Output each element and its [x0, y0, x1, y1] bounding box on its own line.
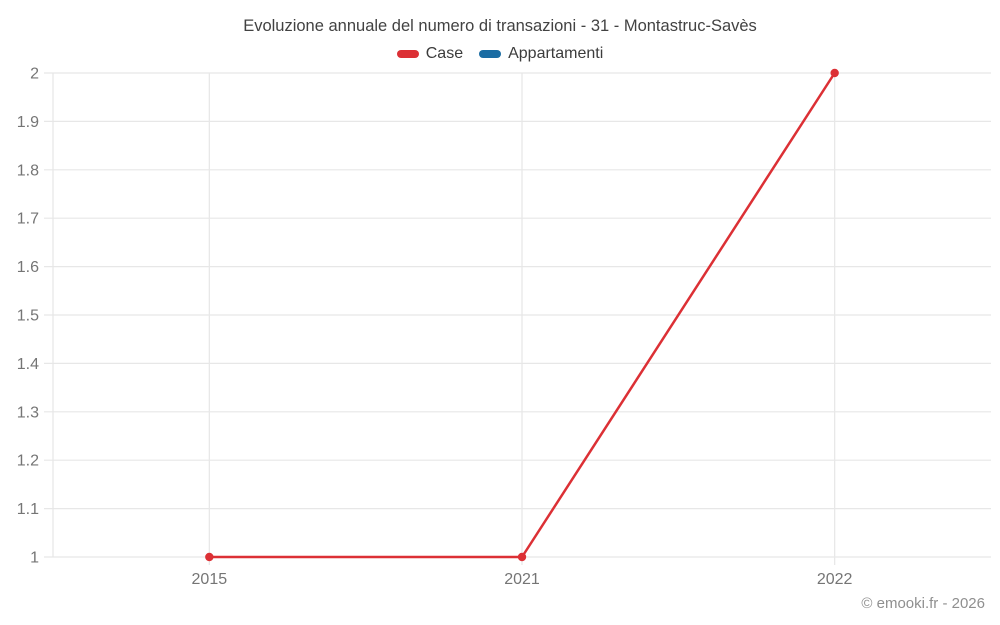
- y-axis-tick-label: 1.6: [17, 259, 39, 276]
- copyright-text: © emooki.fr - 2026: [861, 595, 985, 612]
- x-axis-tick-label: 2015: [192, 571, 228, 588]
- y-axis-tick-label: 1.3: [17, 404, 39, 421]
- y-axis-tick-label: 2: [30, 66, 39, 83]
- y-axis-tick-label: 1.1: [17, 501, 39, 518]
- x-axis-tick-label: 2022: [817, 571, 853, 588]
- legend-swatch-case-icon: [396, 50, 419, 58]
- chart-legend: Case Appartamenti: [0, 45, 1000, 63]
- data-point-case[interactable]: [517, 552, 527, 562]
- legend-swatch-appartamenti-icon: [479, 50, 502, 58]
- chart-title: Evoluzione annuale del numero di transaz…: [243, 17, 757, 35]
- legend-label-case: Case: [425, 45, 464, 62]
- y-axis-tick-label: 1.2: [17, 453, 39, 470]
- data-point-case[interactable]: [205, 552, 214, 562]
- legend-item-case[interactable]: Case: [396, 45, 464, 63]
- y-axis-tick-label: 1.4: [17, 356, 39, 373]
- y-axis-tick-label: 1: [30, 550, 39, 567]
- y-axis-tick-label: 1.8: [17, 162, 39, 179]
- y-axis-tick-label: 1.9: [17, 114, 39, 131]
- data-point-case[interactable]: [830, 68, 839, 78]
- y-axis-tick-label: 1.5: [17, 308, 39, 325]
- legend-item-appartamenti[interactable]: Appartamenti: [479, 45, 603, 63]
- x-axis-tick-label: 2021: [504, 571, 540, 588]
- legend-label-appartamenti: Appartamenti: [508, 45, 604, 62]
- y-axis-tick-label: 1.7: [17, 211, 39, 228]
